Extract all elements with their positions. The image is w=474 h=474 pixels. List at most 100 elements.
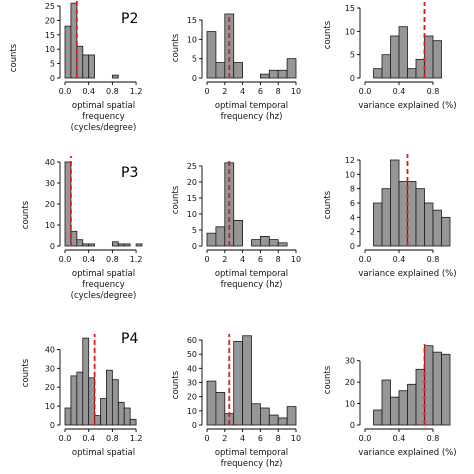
y-tick-label: 0	[350, 242, 355, 251]
y-tick-label: 50	[187, 350, 197, 359]
y-tick-label: 10	[45, 45, 55, 54]
histogram-bar	[76, 371, 84, 426]
histogram-bar	[123, 243, 131, 247]
x-axis-title: variance explained (%)	[358, 448, 456, 458]
y-tick-label: 10	[187, 210, 197, 219]
histogram-bar	[381, 54, 391, 79]
y-tick-label: 20	[45, 200, 55, 209]
y-axis-title: counts	[21, 358, 31, 387]
panel-label: P3	[121, 165, 138, 181]
y-tick-label: 5	[350, 51, 355, 60]
histogram-bar	[398, 26, 408, 79]
histogram-bar	[206, 380, 217, 426]
y-tick-label: 8	[350, 185, 355, 194]
y-tick-label: 0	[50, 74, 55, 83]
histogram-bar	[88, 377, 96, 426]
histogram-bar	[88, 243, 96, 247]
y-tick-label: 5	[192, 226, 197, 235]
histogram-bar	[82, 337, 90, 426]
histogram-panel-7: 0 10 20 30 40 0.0 0.4 0.8 1.2 optimal spatial coun…	[21, 331, 142, 458]
histogram-panel-6: 0 2 4 6 8 10 12 0.0 0.4 0.8 variance explained (%)…	[323, 154, 457, 279]
y-tick-label: 10	[187, 35, 197, 44]
histogram-bar	[233, 219, 243, 247]
x-tick-label: 0.0	[359, 255, 372, 264]
x-axis-title: frequency	[82, 280, 125, 290]
histogram-bar	[233, 341, 243, 426]
histogram-bar	[70, 2, 78, 79]
x-tick-label: 10	[291, 87, 301, 96]
x-axis-title: (cycles/degree)	[71, 291, 137, 301]
x-tick-label: 0.8	[427, 255, 440, 264]
y-tick-label: 6	[350, 199, 355, 208]
y-axis-title: counts	[21, 200, 31, 229]
x-tick-label: 0.8	[106, 255, 119, 264]
x-tick-label: 6	[258, 255, 263, 264]
y-axis-title: counts	[323, 20, 333, 49]
y-axis-title: counts	[323, 190, 333, 219]
y-tick-label: 20	[187, 178, 197, 187]
y-tick-label: 60	[187, 336, 197, 345]
histogram-bar	[424, 202, 434, 247]
histogram-bar	[215, 392, 226, 426]
y-tick-label: 40	[187, 364, 197, 373]
y-tick-label: 0	[350, 421, 355, 430]
y-tick-label: 0	[192, 242, 197, 251]
histogram-bar	[373, 68, 383, 79]
y-tick-label: 12	[345, 156, 355, 165]
x-tick-label: 8	[276, 434, 281, 443]
histogram-bar	[206, 232, 217, 247]
y-tick-label: 20	[345, 378, 355, 387]
y-tick-label: 20	[187, 393, 197, 402]
histogram-bar	[441, 353, 451, 426]
x-tick-label: 0.0	[359, 434, 372, 443]
histogram-bar	[259, 407, 270, 426]
y-tick-label: 10	[345, 400, 355, 409]
histogram-panel-1: 0 5 10 15 20 25 0.0 0.4 0.8 1.2 optimal spatialfre…	[9, 0, 142, 133]
histogram-bar	[88, 54, 96, 79]
y-tick-label: 10	[187, 407, 197, 416]
y-tick-label: 10	[345, 170, 355, 179]
histogram-bar	[415, 368, 425, 426]
histogram-bar	[111, 379, 119, 426]
y-tick-label: 40	[45, 345, 55, 354]
histogram-bar	[242, 335, 252, 426]
histogram-bar	[70, 230, 78, 247]
histogram-bar	[268, 414, 279, 426]
histogram-bar	[123, 407, 131, 426]
x-tick-label: 8	[276, 87, 281, 96]
histogram-bar	[415, 188, 425, 247]
x-tick-label: 0.8	[106, 87, 119, 96]
x-tick-label: 2	[222, 255, 227, 264]
histogram-bar	[432, 351, 442, 426]
x-tick-label: 0.4	[82, 434, 95, 443]
histogram-bar	[259, 235, 270, 247]
y-tick-label: 15	[45, 31, 55, 40]
y-tick-label: 20	[45, 383, 55, 392]
histogram-bar	[424, 35, 434, 79]
y-tick-label: 15	[345, 4, 355, 13]
histogram-bar	[135, 243, 143, 247]
y-tick-label: 2	[350, 228, 355, 237]
histogram-bar	[82, 54, 90, 79]
y-tick-label: 40	[45, 158, 55, 167]
x-tick-label: 1.2	[130, 434, 143, 443]
x-tick-label: 0.4	[82, 255, 95, 264]
y-axis-title: counts	[171, 370, 181, 399]
x-tick-label: 8	[276, 255, 281, 264]
y-tick-label: 0	[50, 242, 55, 251]
histogram-bar	[398, 390, 408, 426]
histogram-bar	[117, 243, 125, 247]
x-tick-label: 4	[240, 255, 245, 264]
histogram-bar	[398, 181, 408, 247]
y-tick-label: 30	[45, 179, 55, 188]
histogram-bar	[373, 409, 383, 426]
x-axis-title: frequency	[82, 112, 125, 122]
y-axis-title: counts	[9, 43, 19, 72]
x-axis-title: optimal spatial	[72, 269, 135, 279]
histogram-bar	[277, 417, 288, 426]
x-tick-label: 2	[222, 87, 227, 96]
x-tick-label: 2	[222, 434, 227, 443]
x-tick-label: 6	[258, 87, 263, 96]
